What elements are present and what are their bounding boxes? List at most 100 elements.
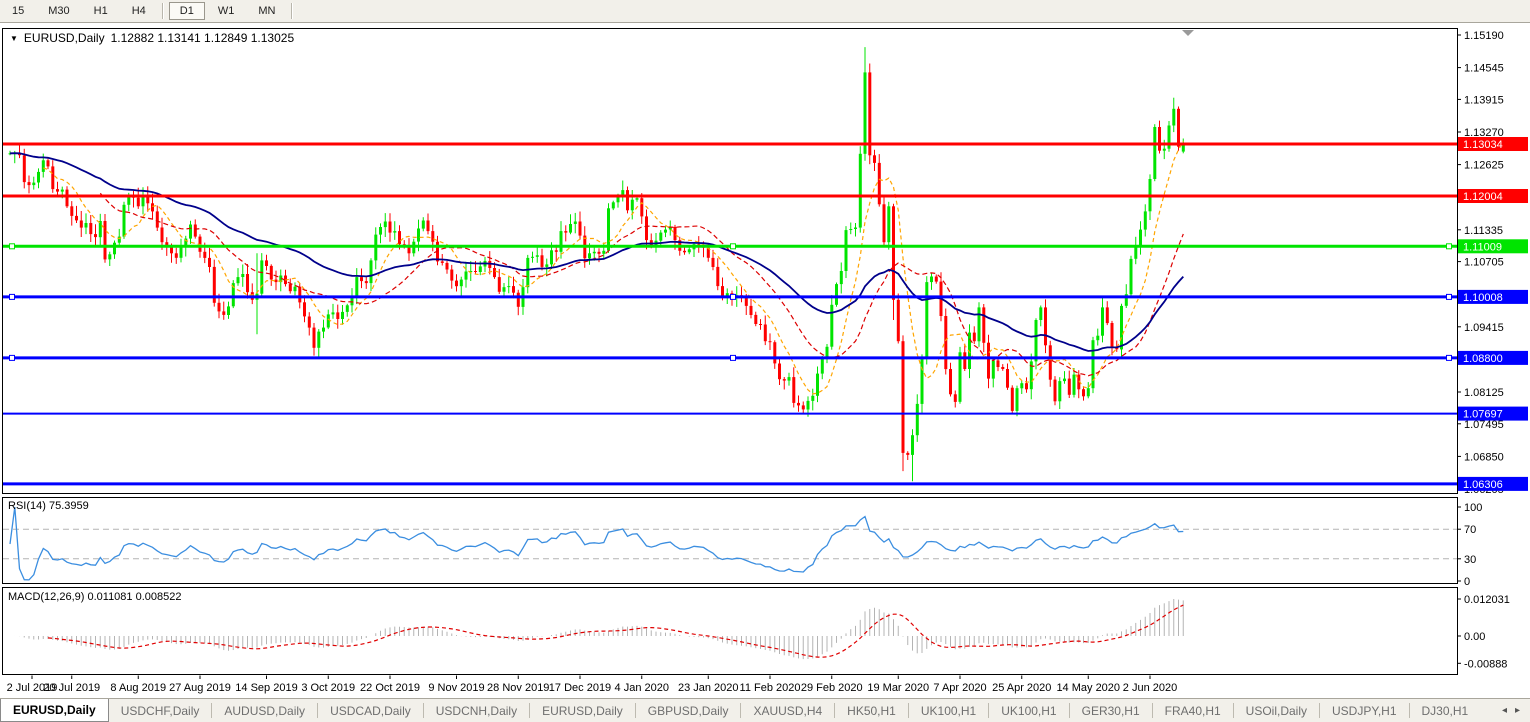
hline-handle[interactable]: [1446, 243, 1452, 250]
chart-tab-gbpusd-daily[interactable]: GBPUSD,Daily: [647, 703, 729, 718]
rsi-axis[interactable]: 100 70 30 0: [1457, 502, 1483, 588]
hline-handle[interactable]: [730, 243, 736, 250]
chart-tab-audusd-daily[interactable]: AUDUSD,Daily: [224, 703, 306, 718]
timeframe-button-h1[interactable]: H1: [93, 5, 108, 17]
date-tick-label: 22 Oct 2019: [360, 682, 420, 694]
tab-separator: [1068, 703, 1070, 718]
price-badge-label: 1.06306: [1463, 479, 1503, 491]
price-badge-1.10008: [1458, 289, 1528, 304]
ema-50-line: [9, 152, 1184, 352]
chart-title: ▼ EURUSD,Daily 1.12882 1.13141 1.12849 1…: [10, 31, 294, 45]
hline-handle[interactable]: [1446, 354, 1452, 361]
macd-axis[interactable]: 0.012031 0.00 -0.00888: [1457, 594, 1510, 670]
timeframe-button-d1[interactable]: D1: [168, 2, 205, 20]
sma-8-line: [43, 141, 1184, 395]
timeframe-button-15[interactable]: 15: [12, 5, 25, 17]
hline-handle[interactable]: [730, 354, 736, 361]
macd-panel-area[interactable]: [2, 587, 1458, 675]
price-badge-label: 1.12004: [1463, 191, 1503, 203]
chart-tab-uk100-h1[interactable]: UK100,H1: [1001, 703, 1057, 718]
tab-separator: [1319, 703, 1321, 718]
date-tick-label: 3 Oct 2019: [301, 682, 355, 694]
price-chart-area[interactable]: [2, 28, 1458, 494]
chart-tab-usoil-daily[interactable]: USOil,Daily: [1245, 703, 1308, 718]
rsi-panel-area[interactable]: [2, 497, 1458, 584]
hline-handle[interactable]: [1446, 293, 1452, 300]
price-badge-1.07697: [1458, 406, 1528, 421]
date-tick-label: 14 May 2020: [1056, 682, 1120, 694]
timeframe-button-m30[interactable]: M30: [48, 5, 70, 17]
hline-handle[interactable]: [9, 243, 15, 250]
date-tick-label: 11 Feb 2020: [740, 682, 801, 694]
rsi-tick-label: 30: [1464, 554, 1476, 566]
tab-separator: [1408, 703, 1410, 718]
price-tick-label: 1.06850: [1464, 451, 1504, 463]
hline-handle[interactable]: [730, 293, 736, 300]
date-tick-label: 2 Jun 2020: [1123, 682, 1177, 694]
price-tick-label: 1.12625: [1464, 160, 1504, 172]
date-tick-label: 4 Jan 2020: [615, 682, 669, 694]
price-badge-1.12004: [1458, 189, 1528, 203]
timeframe-button-mn[interactable]: MN: [258, 5, 276, 17]
chart-shift-marker[interactable]: [1182, 30, 1194, 36]
symbol-dropdown-icon[interactable]: ▼: [10, 33, 18, 43]
rsi-indicator-label: RSI(14) 75.3959: [8, 500, 89, 512]
macd-indicator-label: MACD(12,26,9) 0.011081 0.008522: [8, 591, 182, 603]
price-axis[interactable]: 1.15190 1.14545 1.13915 1.13270 1.12625 1.113…: [1457, 30, 1529, 496]
price-badge-1.11009: [1458, 239, 1528, 254]
price-badge-label: 1.08800: [1463, 353, 1503, 365]
timeframe-button-h4[interactable]: H4: [131, 5, 146, 17]
chart-tab-usdcnh-daily[interactable]: USDCNH,Daily: [435, 703, 518, 718]
tab-separator: [1232, 703, 1234, 718]
toolbar-separator: [291, 3, 294, 19]
date-tick-label: 19 Mar 2020: [867, 682, 929, 694]
price-tick-label: 1.14545: [1464, 63, 1504, 75]
date-tick-label: 25 Apr 2020: [992, 682, 1051, 694]
rsi-tick-label: 100: [1464, 502, 1482, 514]
chart-tab-xauusd-h4[interactable]: XAUUSD,H4: [753, 703, 823, 718]
chart-tab-ger30-h1[interactable]: GER30,H1: [1081, 703, 1140, 718]
macd-tick-label: 0.00: [1464, 631, 1485, 643]
tab-scroll-right-arrow[interactable]: ▸: [1514, 705, 1520, 716]
chart-tab-eurusd-daily[interactable]: EURUSD,Daily: [542, 703, 623, 718]
date-tick-label: 7 Apr 2020: [933, 682, 986, 694]
chart-tab-uk100-h1[interactable]: UK100,H1: [920, 703, 977, 718]
price-tick-label: 1.08125: [1464, 387, 1504, 399]
rsi-line: [9, 506, 1184, 581]
chart-tab-fra40-h1[interactable]: FRA40,H1: [1164, 703, 1221, 718]
macd-signal-line: [47, 604, 1184, 658]
date-tick-label: 29 Feb 2020: [801, 682, 863, 694]
timeframe-button-w1[interactable]: W1: [217, 5, 235, 17]
chart-tab-bar: EURUSD,Daily USDCHF,Daily AUDUSD,Daily USDC…: [0, 698, 1530, 722]
chart-symbol-label: EURUSD,Daily: [23, 31, 105, 45]
price-tick-label: 1.10705: [1464, 257, 1504, 269]
chart-ohlc-values: 1.12882 1.13141 1.12849 1.13025: [110, 31, 295, 45]
tab-separator: [529, 703, 531, 718]
price-badge-1.13034: [1458, 137, 1528, 151]
price-tick-label: 1.07495: [1464, 419, 1504, 431]
price-badge-1.08800: [1458, 350, 1528, 365]
tab-scroll-left-arrow[interactable]: ◂: [1501, 705, 1507, 716]
chart-tab-dj30-h1[interactable]: DJ30,H1: [1421, 703, 1469, 718]
price-badge-1.06306: [1458, 476, 1528, 491]
hline-handle[interactable]: [9, 354, 15, 361]
tab-separator: [422, 703, 424, 718]
tab-separator: [740, 703, 742, 718]
hline-handle[interactable]: [9, 293, 15, 300]
date-tick-label: 14 Sep 2019: [235, 682, 297, 694]
date-tick-label: 2 Jul 2019: [7, 682, 58, 694]
chart-tab-hk50-h1[interactable]: HK50,H1: [847, 703, 896, 718]
price-tick-label: 1.09415: [1464, 322, 1504, 334]
date-tick-label: 9 Nov 2019: [428, 682, 484, 694]
chart-tab-usdchf-daily[interactable]: USDCHF,Daily: [120, 703, 200, 718]
tab-separator: [317, 703, 319, 718]
tab-separator: [834, 703, 836, 718]
tab-separator: [634, 703, 636, 718]
date-tick-label: 23 Jan 2020: [678, 682, 739, 694]
chart-tab-eurusd-daily[interactable]: EURUSD,Daily: [0, 699, 109, 722]
chart-tab-usdcad-daily[interactable]: USDCAD,Daily: [330, 703, 411, 718]
tab-separator: [1151, 703, 1153, 718]
date-tick-label: 8 Aug 2019: [110, 682, 166, 694]
chart-tab-usdjpy-h1[interactable]: USDJPY,H1: [1332, 703, 1397, 718]
